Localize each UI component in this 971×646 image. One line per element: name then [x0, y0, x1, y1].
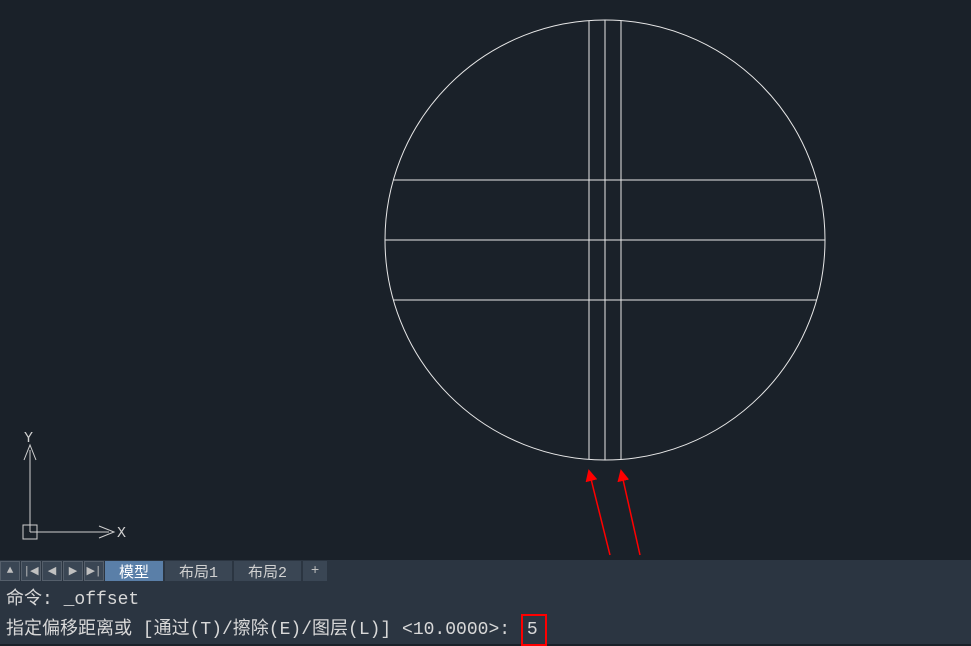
tab-last-button[interactable]: ▶| — [84, 561, 104, 581]
ucs-icon: Y X — [14, 430, 124, 550]
tab-first-button[interactable]: |◀ — [21, 561, 41, 581]
command-history-line: 命令: _offset — [6, 586, 965, 614]
command-prompt-text: 指定偏移距离或 [通过(T)/擦除(E)/图层(L)] <10.0000>: — [6, 620, 521, 640]
tab-add-button[interactable]: + — [303, 561, 327, 581]
command-input[interactable]: 5 — [521, 614, 547, 646]
layout-tab-bar: ▲ |◀ ◀ ▶ ▶| 模型 布局1 布局2 + — [0, 560, 971, 582]
command-prompt-line[interactable]: 指定偏移距离或 [通过(T)/擦除(E)/图层(L)] <10.0000>: 5 — [6, 614, 965, 646]
tab-layout1[interactable]: 布局1 — [165, 561, 232, 581]
ucs-y-label: Y — [24, 430, 33, 447]
ucs-x-label: X — [117, 525, 126, 542]
drawing-viewport[interactable]: Y X — [0, 0, 971, 560]
command-line-area[interactable]: 命令: _offset 指定偏移距离或 [通过(T)/擦除(E)/图层(L)] … — [0, 582, 971, 644]
tab-model[interactable]: 模型 — [105, 561, 163, 581]
drawing-canvas — [0, 0, 971, 560]
tab-prev-button[interactable]: ◀ — [42, 561, 62, 581]
tab-layout2[interactable]: 布局2 — [234, 561, 301, 581]
tab-collapse-button[interactable]: ▲ — [0, 561, 20, 581]
tab-next-button[interactable]: ▶ — [63, 561, 83, 581]
